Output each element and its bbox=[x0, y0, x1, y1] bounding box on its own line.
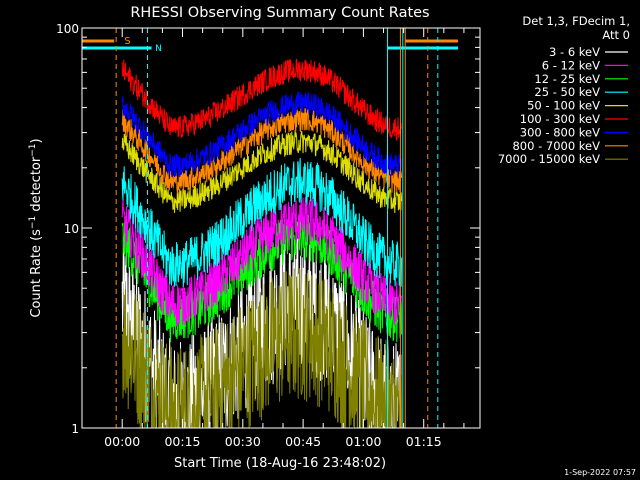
chart-title: RHESSI Observing Summary Count Rates bbox=[130, 5, 429, 21]
y-axis-label: Count Rate (s−1 detector−1) bbox=[28, 138, 44, 317]
footer-timestamp: 1-Sep-2022 07:57 bbox=[564, 468, 636, 477]
series-line bbox=[121, 158, 403, 287]
series-line bbox=[121, 58, 403, 141]
y-axis-label-main: Count Rate (s bbox=[29, 229, 44, 318]
x-tick-label: 00:15 bbox=[164, 434, 200, 449]
y-axis-label-sup: −1 bbox=[28, 216, 38, 229]
series-layer bbox=[121, 58, 403, 429]
legend-label: 25 - 50 keV bbox=[534, 85, 600, 99]
legend-label: 6 - 12 keV bbox=[542, 58, 600, 72]
y-tick-label: 100 bbox=[56, 22, 79, 36]
y-axis-label-end: ) bbox=[29, 138, 44, 143]
flag-s-label: S bbox=[124, 36, 130, 47]
series-line bbox=[121, 91, 402, 178]
y-axis-label-mid: detector bbox=[29, 156, 44, 216]
series-line bbox=[121, 107, 403, 195]
legend-header-2: Att 0 bbox=[602, 28, 630, 42]
x-tick-label: 00:45 bbox=[285, 434, 321, 449]
flag-n-label: N bbox=[155, 44, 162, 54]
flag-layer: SN bbox=[82, 28, 458, 428]
y-tick-label: 1 bbox=[71, 422, 79, 436]
series-line bbox=[121, 196, 403, 327]
x-tick-label: 01:00 bbox=[345, 434, 381, 449]
axis-layer: 1 10 100 00:00 00:15 00:30 00:45 01:00 01:15 bbox=[56, 22, 480, 449]
legend-header-1: Det 1,3, FDecim 1, bbox=[522, 14, 630, 28]
x-tick-label: 01:15 bbox=[406, 434, 442, 449]
legend-label: 3 - 6 keV bbox=[549, 45, 600, 59]
x-axis-label: Start Time (18-Aug-16 23:48:02) bbox=[174, 456, 386, 471]
legend-label: 800 - 7000 keV bbox=[512, 139, 600, 153]
x-tick-label: 00:30 bbox=[225, 434, 261, 449]
series-line bbox=[121, 268, 403, 429]
x-tick-label: 00:00 bbox=[104, 434, 140, 449]
legend-label: 300 - 800 keV bbox=[520, 125, 600, 139]
legend-label: 50 - 100 keV bbox=[527, 99, 600, 113]
y-tick-label: 10 bbox=[64, 222, 79, 236]
series-line bbox=[121, 130, 403, 214]
y-axis-label-sup2: −1 bbox=[28, 143, 38, 156]
legend-label: 12 - 25 keV bbox=[534, 72, 600, 86]
legend-label: 100 - 300 keV bbox=[520, 112, 600, 126]
legend-label: 7000 - 15000 keV bbox=[498, 152, 600, 166]
